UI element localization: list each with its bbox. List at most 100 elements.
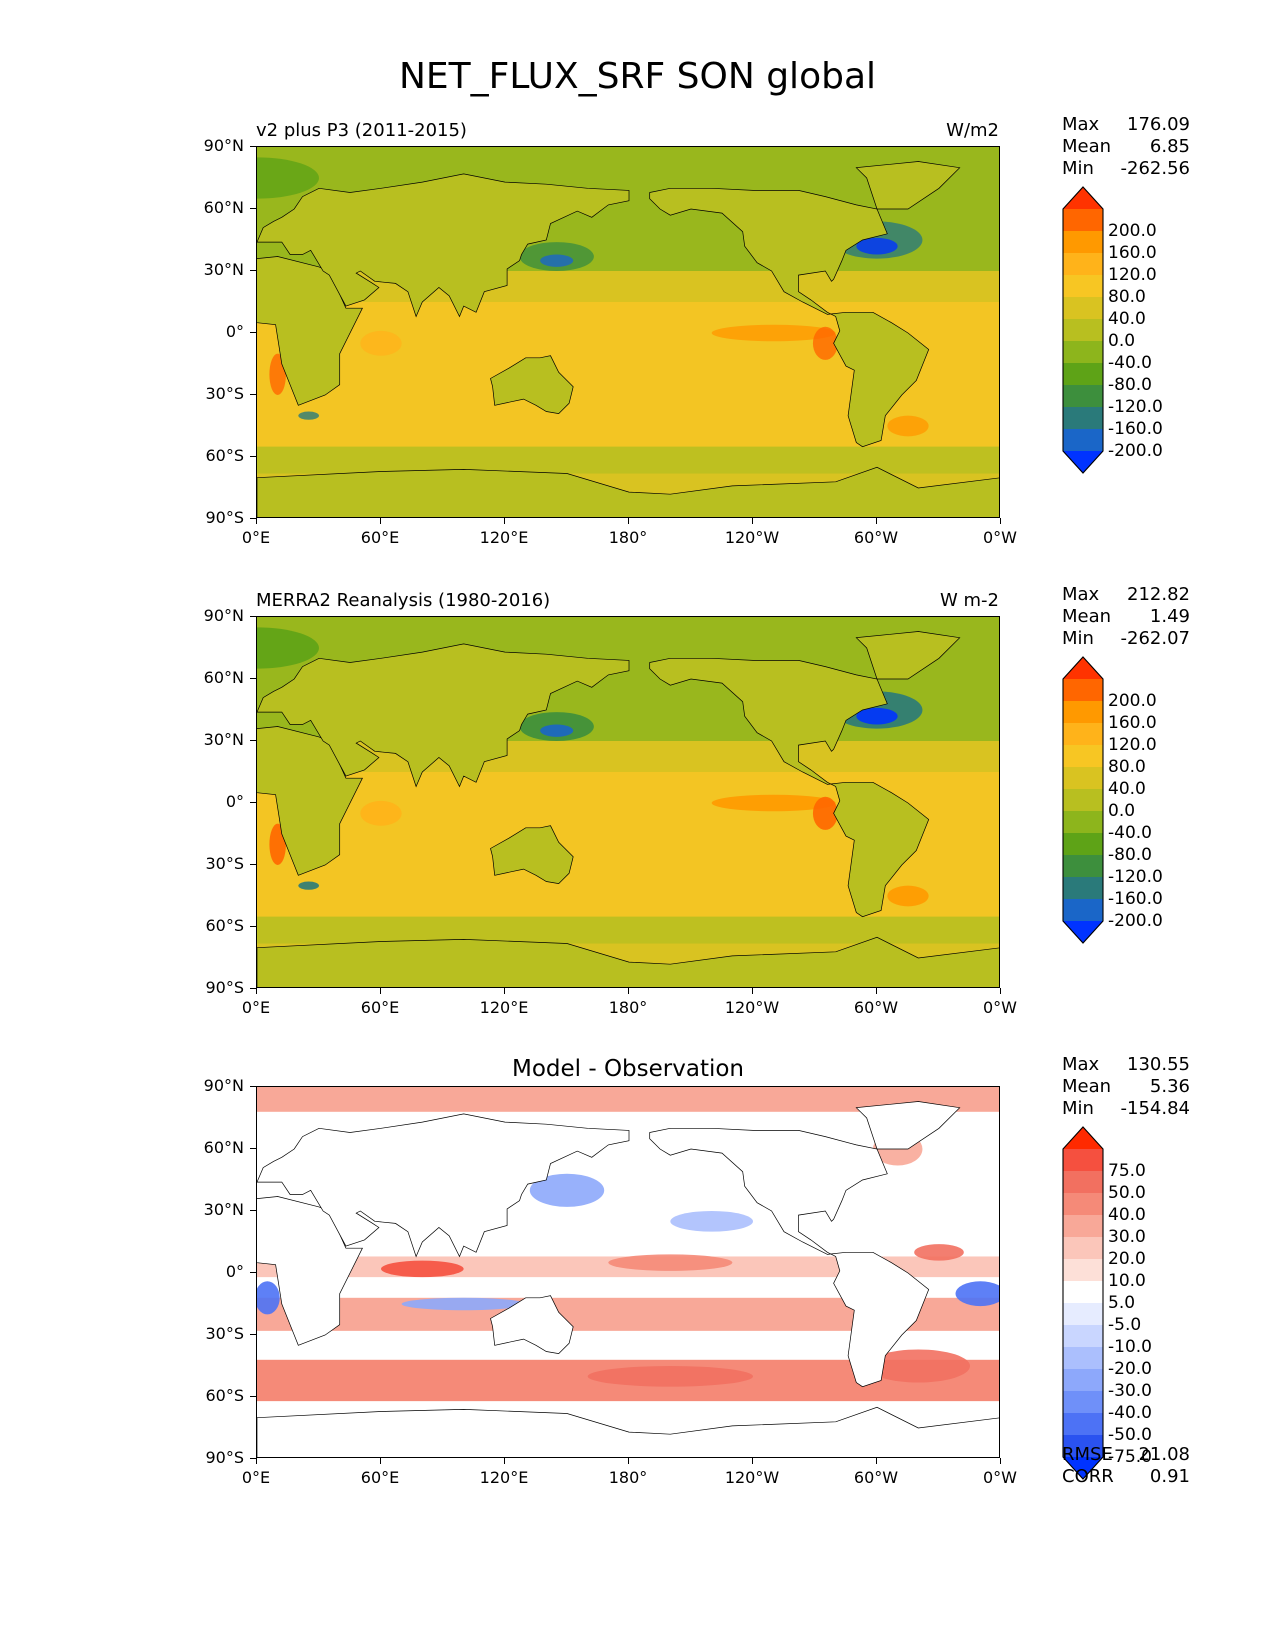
land-contour: [649, 1127, 930, 1388]
diff-anomaly: [955, 1281, 999, 1307]
lat-tick: [250, 864, 256, 866]
stat-mean-value: 5.36: [1149, 1076, 1190, 1097]
land-contour: [257, 1113, 630, 1258]
colorbar-label: -80.0: [1108, 375, 1152, 395]
lon-tick-label: 60°E: [360, 998, 400, 1017]
lon-tick-label: 180°: [608, 528, 648, 547]
land-contour: [855, 1101, 961, 1150]
lat-tick: [250, 518, 256, 520]
colorbar-segment: [1063, 1325, 1103, 1348]
lon-tick-label: 60°E: [360, 528, 400, 547]
lon-tick-label: 120°W: [724, 998, 780, 1017]
corr-label: CORR: [1062, 1466, 1114, 1487]
lon-tick-label: 0°E: [241, 1468, 271, 1487]
colorbar-segment: [1063, 297, 1103, 320]
colorbar-label: 200.0: [1108, 691, 1157, 711]
stat-mean-label: Mean: [1062, 136, 1112, 157]
lon-tick: [380, 518, 382, 524]
land-contour: [257, 466, 999, 517]
map-diff-svg: [257, 1087, 999, 1457]
lon-tick: [752, 988, 754, 994]
colorbar-label: 120.0: [1108, 265, 1157, 285]
colorbar-segment: [1063, 1149, 1103, 1172]
flux-anomaly: [360, 800, 402, 826]
lon-tick-label: 120°E: [479, 528, 529, 547]
stat-max-value: 176.09: [1127, 114, 1190, 135]
colorbar-label: -160.0: [1108, 419, 1163, 439]
diff-anomaly: [529, 1173, 605, 1207]
lon-tick: [1000, 1458, 1002, 1464]
lon-tick: [504, 988, 506, 994]
colorbar-label: 0.0: [1108, 801, 1136, 821]
colorbar-label: -120.0: [1108, 397, 1163, 417]
flux-anomaly: [298, 411, 319, 420]
colorbar-label: -160.0: [1108, 889, 1163, 909]
lon-tick-label: 120°W: [724, 1468, 780, 1487]
colorbar-label: 10.0: [1108, 1271, 1146, 1291]
colorbar-segment: [1063, 319, 1103, 342]
colorbar-segment: [1063, 275, 1103, 298]
lat-tick-label: 30°N: [203, 730, 244, 749]
diff-anomaly: [866, 1349, 970, 1383]
stat-mean-value: 6.85: [1149, 136, 1190, 157]
lat-tick: [250, 1148, 256, 1150]
lon-tick: [256, 988, 258, 994]
lat-tick: [250, 270, 256, 272]
diff-anomaly: [670, 1211, 753, 1232]
lon-tick-label: 180°: [608, 998, 648, 1017]
map-diff: [256, 1086, 1000, 1458]
colorbar-label: -30.0: [1108, 1381, 1152, 1401]
colorbar-segment: [1063, 745, 1103, 768]
lat-tick-label: 90°S: [205, 1448, 244, 1467]
land-contour: [490, 355, 574, 414]
colorbar-label: 40.0: [1108, 779, 1146, 799]
lon-tick-label: 60°W: [853, 998, 899, 1017]
colorbar-label: -120.0: [1108, 867, 1163, 887]
map-model-svg: [257, 147, 999, 517]
lat-tick-label: 60°N: [203, 1138, 244, 1157]
lat-tick-label: 30°S: [205, 1324, 244, 1343]
lat-tick-label: 90°N: [203, 136, 244, 155]
colorbar-label: -40.0: [1108, 1403, 1152, 1423]
colorbar-segment: [1063, 363, 1103, 386]
colorbar-segment: [1063, 855, 1103, 878]
lon-tick-label: 120°E: [479, 1468, 529, 1487]
panel-model: v2 plus P3 (2011-2015) W/m2 90°N 60°N 30°N…: [0, 106, 1275, 556]
colorbar-label: -50.0: [1108, 1425, 1152, 1445]
colorbar-segment: [1063, 1413, 1103, 1436]
rmse-value: 21.08: [1138, 1444, 1190, 1465]
lat-tick: [250, 988, 256, 990]
lat-tick: [250, 1334, 256, 1336]
flux-anomaly: [298, 881, 319, 890]
colorbar-label: 0.0: [1108, 331, 1136, 351]
colorbar-segment: [1063, 1259, 1103, 1282]
land-contour: [257, 173, 630, 318]
lon-tick: [256, 1458, 258, 1464]
colorbar-label: 50.0: [1108, 1183, 1146, 1203]
lon-tick: [380, 988, 382, 994]
flux-anomaly: [540, 724, 574, 737]
land-contour: [649, 657, 930, 918]
map-obs: [256, 616, 1000, 988]
colorbar-label: -40.0: [1108, 823, 1152, 843]
colorbar-label: 20.0: [1108, 1249, 1146, 1269]
lon-tick-label: 0°E: [241, 528, 271, 547]
stat-mean-value: 1.49: [1149, 606, 1190, 627]
lat-tick: [250, 1086, 256, 1088]
stat-mean-label: Mean: [1062, 606, 1112, 627]
stats-box: Max 130.55 Mean 5.36 Min -154.84: [1062, 1054, 1190, 1120]
land-contour: [257, 643, 630, 788]
flux-anomaly: [887, 415, 929, 437]
lat-tick: [250, 146, 256, 148]
colorbar-label: -40.0: [1108, 353, 1152, 373]
colorbar-segment: [1063, 1303, 1103, 1326]
colorbar-label: 160.0: [1108, 713, 1157, 733]
lon-tick: [876, 988, 878, 994]
lon-tick: [504, 518, 506, 524]
flux-band: [257, 446, 999, 474]
lat-tick-label: 60°N: [203, 198, 244, 217]
stat-min-value: -262.07: [1120, 628, 1190, 649]
colorbar-label: 5.0: [1108, 1293, 1136, 1313]
stats-box: Max 176.09 Mean 6.85 Min -262.56: [1062, 114, 1190, 180]
colorbar-segment: [1063, 1347, 1103, 1370]
